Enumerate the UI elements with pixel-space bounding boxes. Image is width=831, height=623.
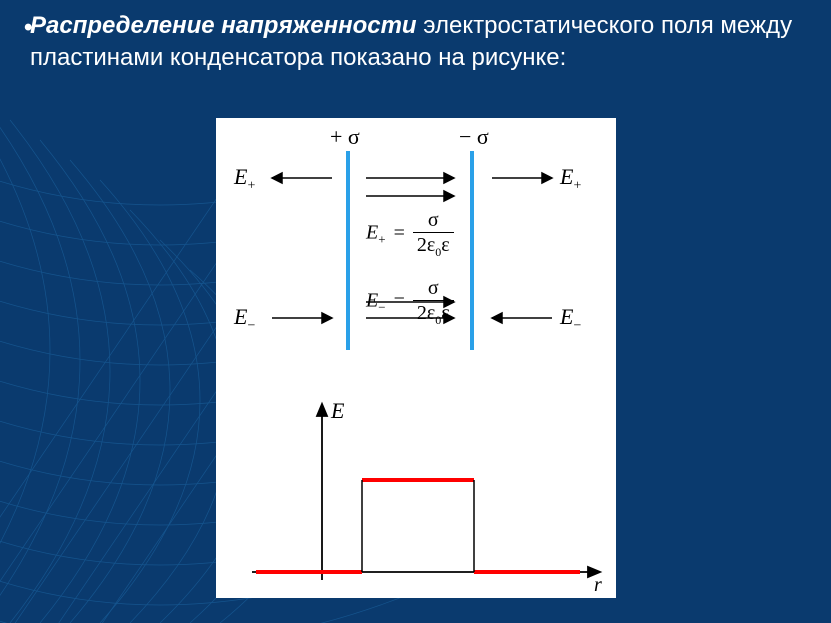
slide-title: Распределение напряженности электростати… (30, 10, 811, 75)
title-emphasis: Распределение напряженности (30, 12, 417, 39)
slide: Распределение напряженности электростати… (0, 0, 831, 623)
axis-x-label: r (594, 574, 602, 597)
graph-step-line (256, 480, 580, 572)
figure-svg (216, 118, 616, 598)
e-plus-right: E+ (560, 164, 581, 194)
sigma-minus-label: − σ (459, 124, 489, 150)
sigma-plus-label: + σ (330, 124, 360, 150)
graph-axes (252, 404, 600, 580)
formula-e-minus: E− = σ 2ε0ε (366, 278, 454, 326)
e-minus-right: E− (560, 304, 581, 334)
figure-panel: + σ − σ E+ E+ E− E− E+ = σ 2ε0ε E− (216, 118, 616, 598)
arrows-e-plus (272, 173, 552, 201)
e-minus-left: E− (234, 304, 255, 334)
axis-y-label: E (331, 398, 344, 424)
formula-e-plus: E+ = σ 2ε0ε (366, 210, 454, 258)
graph-verticals (362, 480, 474, 572)
e-plus-left: E+ (234, 164, 255, 194)
